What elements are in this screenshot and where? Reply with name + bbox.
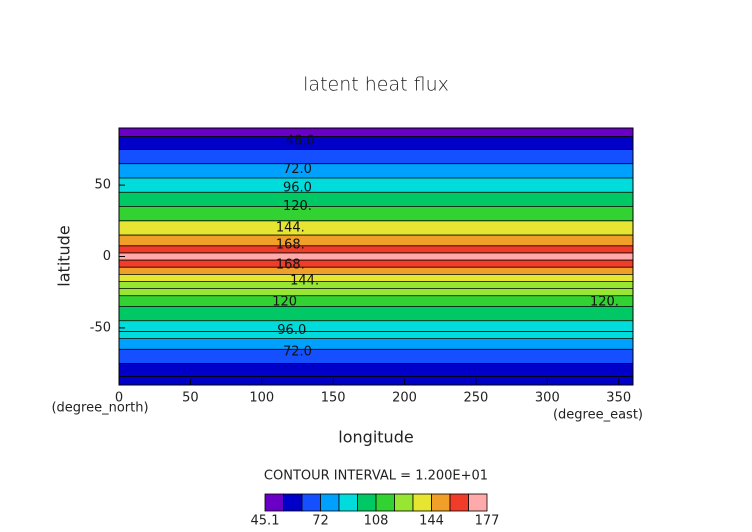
- colorbar-swatch: [283, 493, 303, 512]
- colorbar-tick-label: 72: [312, 514, 329, 529]
- x-tick-label: 300: [535, 391, 560, 406]
- colorbar-tick-label: 144: [419, 514, 444, 529]
- contour-label: 144.: [290, 273, 319, 288]
- x-tick-label: 0: [115, 391, 123, 406]
- colorbar-swatch: [301, 493, 321, 512]
- band: [119, 177, 633, 193]
- colorbar-swatch: [431, 493, 451, 512]
- colorbar-tick-label: 45.1: [251, 514, 280, 529]
- band: [119, 206, 633, 221]
- x-tick-label: 50: [182, 391, 199, 406]
- colorbar-swatch: [320, 493, 340, 512]
- contour-label: 144.: [276, 220, 305, 235]
- colorbar-swatch: [394, 493, 414, 512]
- x-tick-label: 250: [464, 391, 489, 406]
- y-tick-label: 0: [103, 249, 111, 264]
- colorbar-swatch: [375, 493, 395, 512]
- band: [119, 220, 633, 236]
- band: [119, 363, 633, 377]
- band: [119, 192, 633, 207]
- band: [119, 260, 633, 268]
- x-tick-label: 350: [606, 391, 631, 406]
- colorbar-swatch: [449, 493, 469, 512]
- contour-interval: CONTOUR INTERVAL = 1.200E+01: [264, 469, 488, 484]
- x-unit: (degree_east): [553, 408, 643, 423]
- x-axis-label: longitude: [338, 428, 413, 447]
- contour-label: 120: [272, 295, 297, 310]
- colorbar-swatch: [338, 493, 358, 512]
- x-tick-label: 200: [392, 391, 417, 406]
- y-axis-label: latitude: [55, 225, 74, 286]
- contour-label: 96.0: [277, 323, 306, 338]
- contour-label: 48.0: [286, 133, 315, 148]
- y-unit: (degree_north): [51, 401, 148, 416]
- contour-label: 168.: [276, 238, 305, 253]
- colorbar-swatch: [468, 493, 488, 512]
- contour-label: 72.0: [283, 345, 312, 360]
- band: [119, 252, 633, 261]
- colorbar-tick-label: 108: [364, 514, 389, 529]
- band: [119, 349, 633, 364]
- band: [119, 295, 633, 307]
- band: [119, 163, 633, 178]
- contour-label: 120.: [283, 199, 312, 214]
- x-tick-label: 150: [321, 391, 346, 406]
- band: [119, 274, 633, 282]
- band: [119, 128, 633, 137]
- colorbar-tick-label: 177: [475, 514, 500, 529]
- chart-title: latent heat flux: [303, 74, 449, 96]
- contour-label: 72.0: [283, 162, 312, 177]
- band: [119, 306, 633, 321]
- colorbar-swatch: [412, 493, 432, 512]
- band: [119, 136, 633, 150]
- colorbar-swatch: [357, 493, 377, 512]
- band: [119, 235, 633, 246]
- contour-label: 96.0: [283, 180, 312, 195]
- band: [119, 376, 633, 385]
- contour-label: 120.: [590, 295, 619, 310]
- band: [119, 320, 633, 332]
- y-tick-label: 50: [94, 178, 111, 193]
- colorbar-swatch: [264, 493, 284, 512]
- band: [119, 149, 633, 164]
- contour-label: 168.: [276, 258, 305, 273]
- band: [119, 281, 633, 289]
- band: [119, 288, 633, 296]
- band: [119, 245, 633, 253]
- band: [119, 331, 633, 339]
- band: [119, 267, 633, 275]
- x-tick-label: 100: [249, 391, 274, 406]
- band: [119, 338, 633, 350]
- y-tick-label: -50: [90, 320, 111, 335]
